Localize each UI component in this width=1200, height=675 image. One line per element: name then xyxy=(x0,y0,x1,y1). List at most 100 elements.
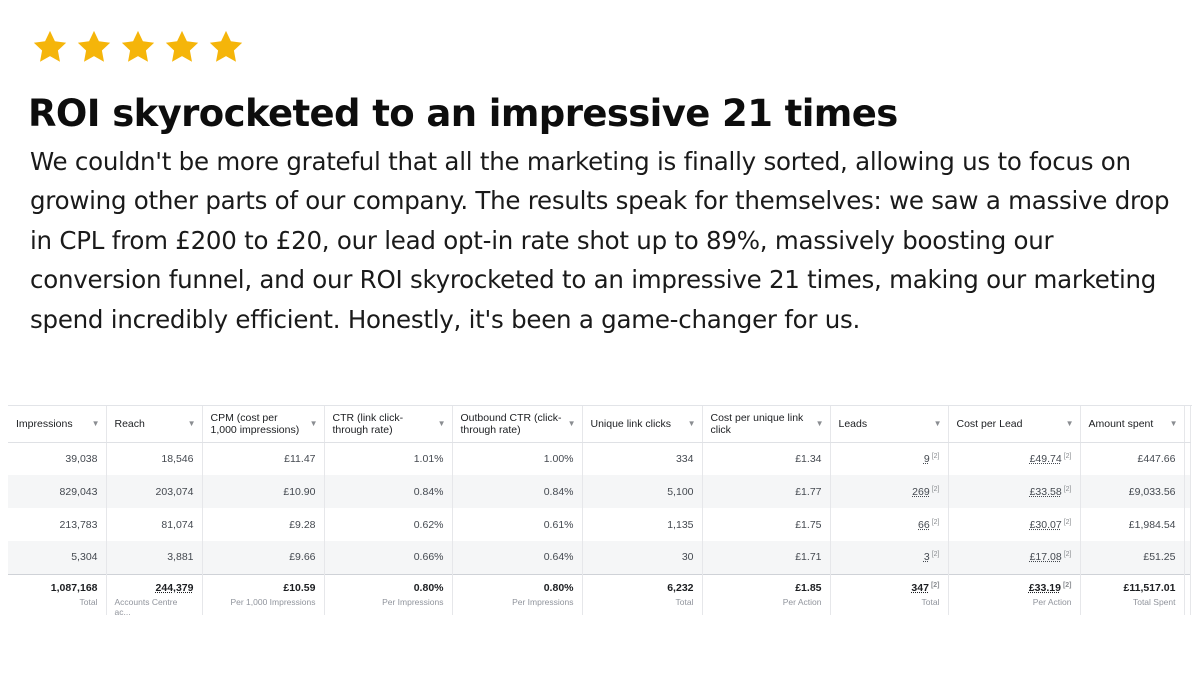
column-header[interactable]: Cost per Lead ▼ xyxy=(948,406,1081,443)
table-cell: £9.66 xyxy=(202,541,325,574)
sort-caret-icon[interactable]: ▼ xyxy=(309,418,318,428)
cost-per-lead-link[interactable]: £33.58 xyxy=(1029,485,1062,498)
sort-caret-icon[interactable]: ▼ xyxy=(1169,418,1178,428)
total-cell: 6,232 Total xyxy=(582,573,703,615)
table-cell: £1.77 xyxy=(702,475,831,508)
sort-caret-icon[interactable]: ▼ xyxy=(815,418,824,428)
info-mark: [2] xyxy=(1063,452,1072,460)
table-cell: 66 [2] xyxy=(830,508,949,541)
info-mark: [2] xyxy=(1063,518,1072,526)
sort-caret-icon[interactable]: ▼ xyxy=(187,418,196,428)
column-header-label: CPM (cost per 1,000 impressions) xyxy=(210,411,300,436)
star-icon xyxy=(30,28,70,66)
total-value[interactable]: £33.19 xyxy=(1028,581,1061,594)
total-value: 6,232 xyxy=(667,581,694,594)
sort-caret-icon[interactable]: ▼ xyxy=(437,418,446,428)
total-cell: 0.80% Per Impressions xyxy=(324,573,453,615)
total-value: 1,087,168 xyxy=(50,581,98,594)
total-label: Per Action xyxy=(782,596,822,607)
sort-caret-icon[interactable]: ▼ xyxy=(933,418,942,428)
total-label: Total xyxy=(921,596,940,607)
column-header[interactable]: Cost per unique link click ▼ xyxy=(702,406,831,443)
table-cell: £1.34 xyxy=(702,442,831,475)
table-cell: 829,043 xyxy=(8,475,107,508)
column-edge xyxy=(1184,406,1191,443)
table-cell: 1.00% xyxy=(452,442,583,475)
sort-caret-icon[interactable]: ▼ xyxy=(91,418,100,428)
table-cell: 39,038 xyxy=(8,442,107,475)
column-header[interactable]: Unique link clicks ▼ xyxy=(582,406,703,443)
table-cell: £51.25 xyxy=(1080,541,1185,574)
table-cell: 213,783 xyxy=(8,508,107,541)
star-icon xyxy=(162,28,202,66)
total-cell: 1,087,168 Total xyxy=(8,573,107,615)
total-cell: £33.19 [2] Per Action xyxy=(948,573,1081,615)
table-cell: 3,881 xyxy=(106,541,203,574)
total-label: Per Action xyxy=(1032,596,1072,607)
column-header-label: CTR (link click-through rate) xyxy=(332,411,404,436)
column-header-label: Cost per unique link click xyxy=(710,411,804,436)
table-cell: £11.47 xyxy=(202,442,325,475)
table-cell: 0.64% xyxy=(452,541,583,574)
table-cell: £1.75 xyxy=(702,508,831,541)
table-cell: £1.71 xyxy=(702,541,831,574)
column-header[interactable]: Outbound CTR (click-through rate) ▼ xyxy=(452,406,583,443)
total-cell: £10.59 Per 1,000 Impressions xyxy=(202,573,325,615)
total-label: Total xyxy=(79,596,98,607)
leads-link[interactable]: 66 xyxy=(918,518,930,531)
info-mark: [2] xyxy=(930,581,940,589)
total-value[interactable]: 244,379 xyxy=(155,581,194,594)
info-mark: [2] xyxy=(931,485,940,493)
column-header[interactable]: Reach ▼ xyxy=(106,406,203,443)
sort-caret-icon[interactable]: ▼ xyxy=(1065,418,1074,428)
column-header[interactable]: CTR (link click-through rate) ▼ xyxy=(324,406,453,443)
sort-caret-icon[interactable]: ▼ xyxy=(687,418,696,428)
cost-per-lead-link[interactable]: £49.74 xyxy=(1029,452,1062,465)
table-cell: 18,546 xyxy=(106,442,203,475)
total-value-wrap: 347 [2] xyxy=(839,581,940,594)
ads-report-table: Impressions ▼ Reach ▼ CPM (cost per 1,000 … xyxy=(8,405,1192,615)
table-cell: 0.61% xyxy=(452,508,583,541)
totals-row: 1,087,168 Total 244,379 Accounts Centre ac… xyxy=(8,573,1191,615)
total-value-wrap: 244,379 xyxy=(115,582,194,594)
table-cell: 3 [2] xyxy=(830,541,949,574)
table-cell: £17.08 [2] xyxy=(948,541,1081,574)
table-cell: 9 [2] xyxy=(830,442,949,475)
table-cell: £10.90 xyxy=(202,475,325,508)
table-cell: 5,100 xyxy=(582,475,703,508)
leads-link[interactable]: 9 xyxy=(923,452,930,465)
testimonial-body: We couldn't be more grateful that all th… xyxy=(30,147,1170,334)
total-value: £1.85 xyxy=(795,581,822,594)
cost-per-lead-link[interactable]: £30.07 xyxy=(1029,518,1062,531)
total-label: Per Impressions xyxy=(512,596,574,607)
table-cell: 0.62% xyxy=(324,508,453,541)
total-value[interactable]: 347 xyxy=(911,581,929,594)
table-cell: 1,135 xyxy=(582,508,703,541)
table-row: 829,043 203,074 £10.90 0.84% 0.84% 5,100… xyxy=(8,475,1191,508)
column-header[interactable]: Impressions ▼ xyxy=(8,406,107,443)
table-cell-edge xyxy=(1184,475,1191,508)
column-header-label: Leads xyxy=(838,417,868,430)
leads-link[interactable]: 269 xyxy=(912,485,930,498)
table-cell: £9,033.56 xyxy=(1080,475,1185,508)
column-header[interactable]: Leads ▼ xyxy=(830,406,949,443)
table-cell: £33.58 [2] xyxy=(948,475,1081,508)
total-value: 0.80% xyxy=(413,581,444,594)
column-header-label: Amount spent xyxy=(1088,417,1154,430)
metrics-table: Impressions ▼ Reach ▼ CPM (cost per 1,000 … xyxy=(8,406,1191,615)
table-cell: 203,074 xyxy=(106,475,203,508)
column-header[interactable]: Amount spent ▼ xyxy=(1080,406,1185,443)
cost-per-lead-link[interactable]: £17.08 xyxy=(1029,551,1062,564)
leads-link[interactable]: 3 xyxy=(923,551,930,564)
total-cell: £1.85 Per Action xyxy=(702,573,831,615)
column-header[interactable]: CPM (cost per 1,000 impressions) ▼ xyxy=(202,406,325,443)
star-rating xyxy=(30,28,246,66)
sort-caret-icon[interactable]: ▼ xyxy=(567,418,576,428)
table-row: 39,038 18,546 £11.47 1.01% 1.00% 334 £1.… xyxy=(8,442,1191,475)
column-header-label: Unique link clicks xyxy=(590,417,672,430)
total-cell: 244,379 Accounts Centre ac... xyxy=(106,573,203,615)
total-value-wrap: £33.19 [2] xyxy=(957,582,1072,594)
star-icon xyxy=(74,28,114,66)
table-cell-edge xyxy=(1184,541,1191,574)
table-cell-edge xyxy=(1184,508,1191,541)
